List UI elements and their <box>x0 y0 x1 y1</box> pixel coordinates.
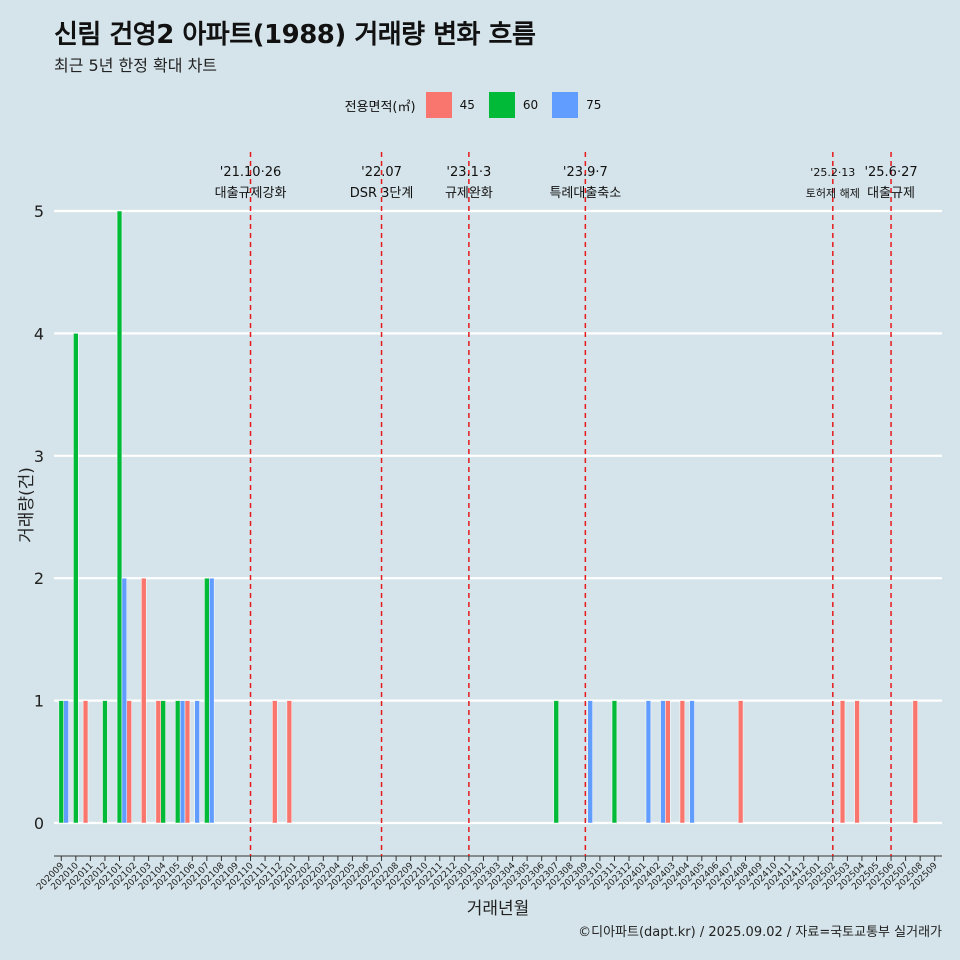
event-date-4: '25.2·13 <box>810 166 855 179</box>
legend-title: 전용면적(㎡) <box>344 99 416 115</box>
bar-202105-60 <box>175 700 181 824</box>
legend-label-75: 75 <box>586 98 602 112</box>
event-label-5: 대출규제 <box>867 186 915 201</box>
bar-202104-45 <box>155 700 162 824</box>
bar-202201-45 <box>286 700 293 824</box>
y-tick-label-1: 1 <box>34 692 44 711</box>
event-date-0: '21.10·26 <box>220 165 281 180</box>
bar-202012-60 <box>102 700 108 824</box>
event-date-1: '22.07 <box>361 165 402 180</box>
bar-202402-75 <box>660 700 666 824</box>
y-tick-label-2: 2 <box>34 569 44 588</box>
y-tick-label-4: 4 <box>34 324 44 343</box>
legend-label-60: 60 <box>522 98 539 112</box>
bar-202101-75 <box>121 577 128 824</box>
legend-key-60 <box>488 92 515 118</box>
bar-202503-45 <box>839 700 846 824</box>
source-caption: ©디아파트(dapt.kr) / 2025.09.02 / 자료=국토교통부 실… <box>578 925 942 940</box>
y-axis-title: 거래량(건) <box>17 467 37 543</box>
bar-202401-75 <box>645 700 652 824</box>
y-tick-label-0: 0 <box>34 814 44 833</box>
chart-title: 신림 건영2 아파트(1988) 거래량 변화 흐름 <box>54 20 536 50</box>
bar-202508-45 <box>912 700 918 824</box>
bar-202010-60 <box>73 333 79 824</box>
bar-202112-45 <box>272 700 278 824</box>
bar-202009-75 <box>63 700 69 824</box>
bar-202101-60 <box>116 210 123 824</box>
bar-202307-60 <box>553 700 559 824</box>
bar-202107-75 <box>209 577 215 824</box>
legend-item-75: 75 <box>552 92 609 118</box>
bar-202104-60 <box>160 700 166 824</box>
event-date-2: '23.1·3 <box>446 165 491 180</box>
legend-key-75 <box>552 92 579 118</box>
bar-202009-60 <box>58 700 64 824</box>
bar-202504-45 <box>854 700 860 824</box>
bar-202106-45 <box>184 700 191 824</box>
event-label-1: DSR 3단계 <box>350 186 414 201</box>
event-label-4: 토허제 해제 <box>806 186 860 200</box>
bar-202408-45 <box>737 700 744 824</box>
bar-202105-75 <box>179 700 186 824</box>
bar-202102-45 <box>126 700 132 824</box>
event-date-5: '25.6·27 <box>864 165 917 180</box>
bar-202103-45 <box>141 577 147 824</box>
legend-label-45: 45 <box>459 98 475 112</box>
y-tick-label-3: 3 <box>34 447 44 466</box>
bar-202311-60 <box>611 700 618 824</box>
chart-subtitle: 최근 5년 한정 확대 차트 <box>54 56 218 75</box>
bar-202404-75 <box>689 700 695 824</box>
bar-202309-75 <box>587 700 593 824</box>
legend-item-45: 45 <box>425 92 483 118</box>
bar-202404-45 <box>679 700 686 824</box>
event-label-2: 규제완화 <box>445 186 493 201</box>
event-date-3: '23.9·7 <box>563 165 608 180</box>
legend-item-60: 60 <box>488 92 546 118</box>
bar-202011-45 <box>82 700 89 824</box>
bar-202403-45 <box>665 700 671 824</box>
event-label-3: 특례대출축소 <box>549 186 621 201</box>
y-tick-label-5: 5 <box>34 202 44 221</box>
event-label-0: 대출규제강화 <box>215 186 287 201</box>
bar-202107-60 <box>204 577 210 824</box>
x-axis-title: 거래년월 <box>467 899 530 919</box>
legend-key-45 <box>425 92 452 118</box>
legend: 전용면적(㎡) 45 60 75 <box>0 92 960 118</box>
bar-202106-75 <box>194 700 200 824</box>
